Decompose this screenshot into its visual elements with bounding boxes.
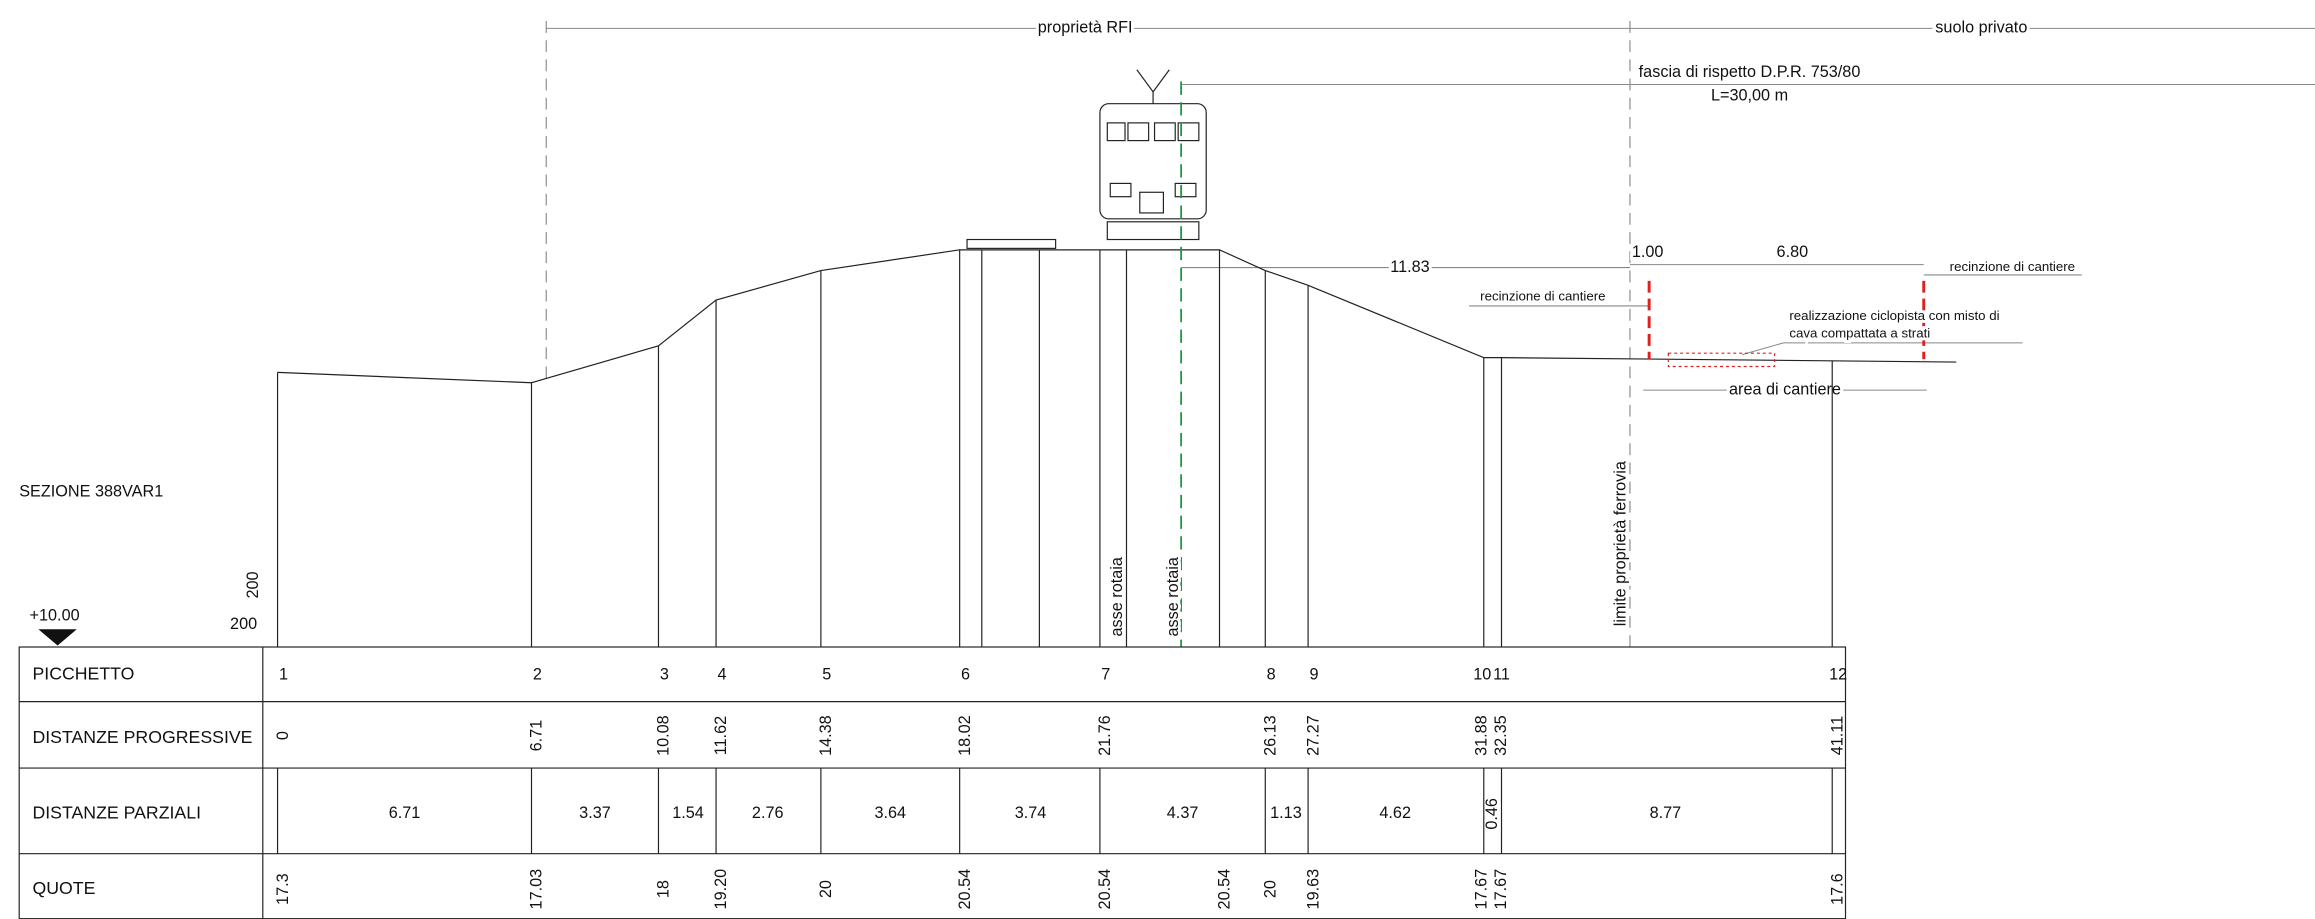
station-label: 7 (1101, 665, 1110, 683)
annotation: 200 (244, 571, 262, 598)
progressive-distance: 6.71 (528, 720, 546, 752)
progressive-distance: 10.08 (655, 715, 673, 756)
station-label: 8 (1267, 665, 1276, 683)
elevation: 20 (817, 880, 835, 898)
elevation: 17.03 (528, 869, 546, 910)
elevation: 20.54 (1216, 869, 1234, 910)
train (966, 69, 1207, 249)
annotation: 200 (230, 615, 257, 633)
partial-distance: 1.54 (672, 804, 704, 822)
annotation: asse rotaia (1108, 556, 1126, 636)
partial-distance: 4.37 (1167, 804, 1199, 822)
annotation: 11.83 (1390, 258, 1429, 276)
annotation: 6.80 (1777, 243, 1809, 261)
annotation: asse rotaia (1164, 556, 1182, 636)
station-label: 11 (1493, 665, 1510, 683)
station-label: 2 (533, 665, 542, 683)
ground-profile (277, 249, 1957, 384)
station-label: 12 (1829, 665, 1847, 683)
row-label: DISTANZE PROGRESSIVE (32, 727, 252, 747)
cycle-path (1667, 352, 1776, 368)
station-label: 9 (1309, 665, 1318, 683)
station-label: 6 (961, 665, 970, 683)
elevation: 20.54 (1096, 869, 1114, 910)
annotation: +10.00 (30, 606, 80, 624)
elevation: 18 (655, 880, 673, 898)
progressive-distance: 27.27 (1304, 715, 1322, 756)
annotation: 1.00 (1632, 243, 1664, 261)
partial-distance: 6.71 (389, 804, 421, 822)
progressive-distance: 14.38 (817, 715, 835, 756)
station-label: 3 (660, 665, 669, 683)
partial-distance: 3.37 (579, 804, 611, 822)
elevation: 17.67 (1473, 869, 1491, 910)
annotation: area di cantiere (1729, 380, 1841, 398)
progressive-distance: 31.88 (1473, 715, 1491, 756)
row-label: PICCHETTO (32, 664, 134, 684)
partial-distance: 3.64 (874, 804, 906, 822)
annotation: proprietà RFI (1038, 19, 1133, 37)
section-title: SEZIONE 388VAR1 (19, 482, 163, 500)
annotation: L=30,00 m (1711, 87, 1788, 105)
elevation: 17.3 (274, 873, 292, 905)
annotation: recinzione di cantiere (1480, 289, 1605, 304)
elevation: 17.6 (1828, 873, 1846, 905)
elevation: 17.67 (1492, 869, 1510, 910)
leader-line (1742, 342, 2023, 356)
row-label: QUOTE (32, 878, 95, 898)
row-label: DISTANZE PARZIALI (32, 803, 201, 823)
table-frame (18, 646, 1847, 919)
elevation: 20.54 (956, 869, 974, 910)
partial-distance: 0.46 (1483, 798, 1501, 830)
partial-distance: 1.13 (1270, 804, 1302, 822)
progressive-distance: 41.11 (1828, 716, 1846, 755)
annotation: cava compattata a strati (1789, 326, 1930, 341)
annotation: suolo privato (1935, 19, 2027, 37)
partial-distance: 3.74 (1015, 804, 1047, 822)
annotation: limite proprietà ferrovia (1611, 460, 1629, 626)
elevation: 19.63 (1304, 869, 1322, 910)
partial-distance: 2.76 (752, 804, 784, 822)
annotation: recinzione di cantiere (1950, 259, 2075, 274)
datum-marker (38, 629, 77, 646)
station-label: 10 (1473, 665, 1491, 683)
progressive-distance: 21.76 (1096, 715, 1114, 756)
partial-distance: 4.62 (1379, 804, 1411, 822)
station-label: 1 (279, 665, 288, 683)
elevation: 19.20 (712, 869, 730, 910)
progressive-distance: 11.62 (712, 716, 730, 755)
station-label: 4 (717, 665, 726, 683)
progressive-distance: 26.13 (1261, 715, 1279, 756)
elevation: 20 (1261, 880, 1279, 898)
progressive-distance: 32.35 (1492, 715, 1510, 756)
annotation: fascia di rispetto D.P.R. 753/80 (1639, 63, 1861, 81)
station-label: 5 (822, 665, 831, 683)
annotation: realizzazione ciclopista con misto di (1789, 308, 1999, 323)
progressive-distance: 18.02 (956, 715, 974, 756)
progressive-distance: 0 (274, 731, 292, 740)
partial-distance: 8.77 (1650, 804, 1682, 822)
